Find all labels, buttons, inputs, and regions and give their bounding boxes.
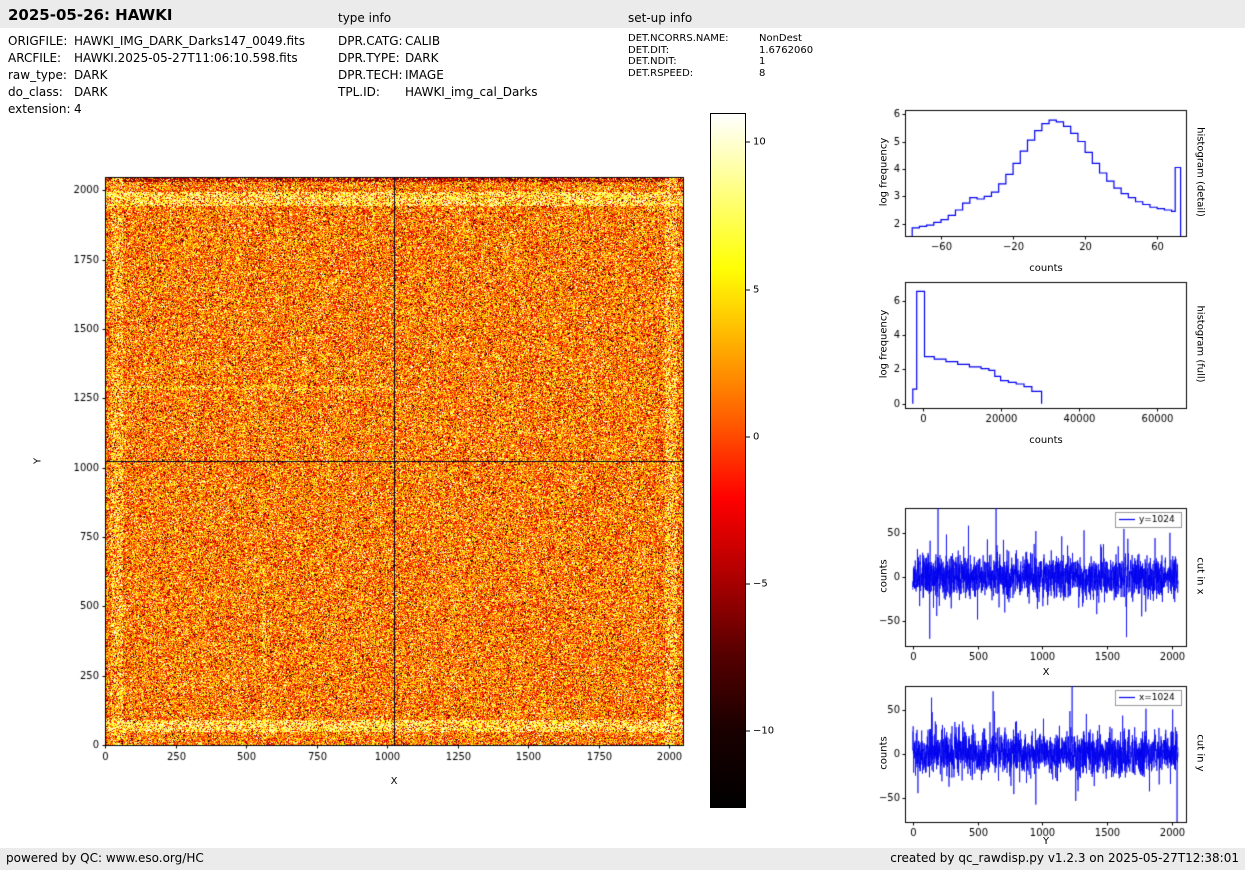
colorbar-tick-mark <box>746 436 750 438</box>
info-row: DPR.TECH: IMAGE <box>338 67 538 84</box>
main-x-axis-label: X <box>390 776 398 787</box>
info-label: DET.RSPEED: <box>628 67 694 79</box>
info-value: 1 <box>759 56 766 67</box>
info-row: DPR.CATG: CALIB <box>338 33 538 50</box>
cut-x-side-label: cut in x <box>1194 557 1206 595</box>
header-bar: 2025-05-26: HAWKI type info set-up info <box>0 0 1245 28</box>
type-info-block: DPR.CATG: CALIB DPR.TYPE: DARK DPR.TECH: IM… <box>338 33 538 101</box>
info-label: DPR.TECH: <box>338 68 403 82</box>
page-title: 2025-05-26: HAWKI <box>8 6 173 24</box>
cut-y-side-label: cut in y <box>1194 734 1206 772</box>
info-row: DPR.TYPE: DARK <box>338 50 538 67</box>
colorbar-tick: 10 <box>746 137 766 148</box>
info-label: DET.NDIT: <box>628 56 677 67</box>
info-row: do_class: DARK <box>8 84 305 101</box>
footer-left-text: powered by QC: www.eso.org/HC <box>6 851 204 865</box>
cut-y-y-label: counts <box>878 736 890 770</box>
colorbar-tick-label: 5 <box>753 284 760 296</box>
info-row: DET.DIT: 1.6762060 <box>628 45 813 57</box>
colorbar-tick-label: −5 <box>753 578 768 590</box>
info-label: DPR.TYPE: <box>338 51 400 65</box>
info-value: HAWKI.2025-05-27T11:06:10.598.fits <box>74 51 298 65</box>
hist-full-x-label: counts <box>1029 435 1063 446</box>
info-value: NonDest <box>759 33 802 44</box>
info-row: TPL.ID: HAWKI_img_cal_Darks <box>338 84 538 101</box>
colorbar-tick-label: 0 <box>753 431 760 443</box>
info-label: DET.NCORRS.NAME: <box>628 33 729 44</box>
info-value: IMAGE <box>405 68 444 82</box>
colorbar-tick-mark <box>746 583 750 585</box>
info-row: DET.NCORRS.NAME: NonDest <box>628 33 813 45</box>
cut-in-x-plot <box>869 500 1194 676</box>
main-y-axis-label: Y <box>32 457 44 465</box>
info-value: DARK <box>405 51 439 65</box>
info-value: 8 <box>759 67 766 79</box>
colorbar-tick: −5 <box>746 579 768 590</box>
colorbar-tick: −10 <box>746 726 774 737</box>
histogram-full-plot <box>869 274 1194 438</box>
info-row: ARCFILE: HAWKI.2025-05-27T11:06:10.598.fi… <box>8 50 305 67</box>
type-info-heading: type info <box>338 11 392 25</box>
info-row: ORIGFILE: HAWKI_IMG_DARK_Darks147_0049.fi… <box>8 33 305 50</box>
info-value: DARK <box>74 68 108 82</box>
colorbar-tick: 5 <box>746 284 759 295</box>
info-label: ARCFILE: <box>8 51 62 65</box>
colorbar-tick-mark <box>746 289 750 291</box>
cut-in-y-plot <box>869 678 1194 852</box>
colorbar-tick-label: −10 <box>753 725 775 737</box>
footer-right-text: created by qc_rawdisp.py v1.2.3 on 2025-… <box>890 851 1239 865</box>
info-label: do_class: <box>8 85 63 99</box>
colorbar-tick-label: 10 <box>753 136 766 148</box>
info-label: DPR.CATG: <box>338 34 403 48</box>
file-info-block: ORIGFILE: HAWKI_IMG_DARK_Darks147_0049.fi… <box>8 33 305 118</box>
setup-info-heading: set-up info <box>628 11 693 25</box>
info-row: DET.RSPEED: 8 <box>628 68 813 80</box>
colorbar-ticks: 10 5 0 −5 −10 <box>746 113 796 808</box>
info-value: HAWKI_IMG_DARK_Darks147_0049.fits <box>74 34 305 48</box>
info-label: raw_type: <box>8 68 67 82</box>
info-label: DET.DIT: <box>628 44 670 56</box>
colorbar-tick: 0 <box>746 431 759 442</box>
colorbar-gradient <box>710 113 746 808</box>
info-value: CALIB <box>405 34 441 48</box>
info-value: 4 <box>74 102 82 116</box>
footer-bar: powered by QC: www.eso.org/HC created by… <box>0 848 1245 870</box>
hist-detail-x-label: counts <box>1029 263 1063 274</box>
info-row: raw_type: DARK <box>8 67 305 84</box>
colorbar-tick-mark <box>746 141 750 143</box>
hist-detail-side-label: histogram (detail) <box>1194 127 1206 217</box>
info-value: 1.6762060 <box>759 44 814 56</box>
info-row: DET.NDIT: 1 <box>628 56 813 68</box>
info-label: extension: <box>8 102 71 116</box>
cut-x-y-label: counts <box>878 559 890 593</box>
info-label: ORIGFILE: <box>8 34 68 48</box>
info-value: DARK <box>74 85 108 99</box>
dark-frame-image <box>60 170 690 780</box>
colorbar: 10 5 0 −5 −10 <box>710 113 774 808</box>
colorbar-tick-mark <box>746 730 750 732</box>
hist-full-y-label: log frequency <box>878 309 890 379</box>
info-value: HAWKI_img_cal_Darks <box>405 85 538 99</box>
setup-info-block: DET.NCORRS.NAME: NonDest DET.DIT: 1.676206… <box>628 33 813 79</box>
hist-full-side-label: histogram (full) <box>1194 305 1206 383</box>
cut-x-x-label: X <box>1042 667 1050 678</box>
hist-detail-y-label: log frequency <box>878 137 890 207</box>
info-row: extension: 4 <box>8 101 305 118</box>
cut-y-x-label: Y <box>1042 836 1050 847</box>
histogram-detail-plot <box>869 102 1194 266</box>
info-label: TPL.ID: <box>338 85 380 99</box>
